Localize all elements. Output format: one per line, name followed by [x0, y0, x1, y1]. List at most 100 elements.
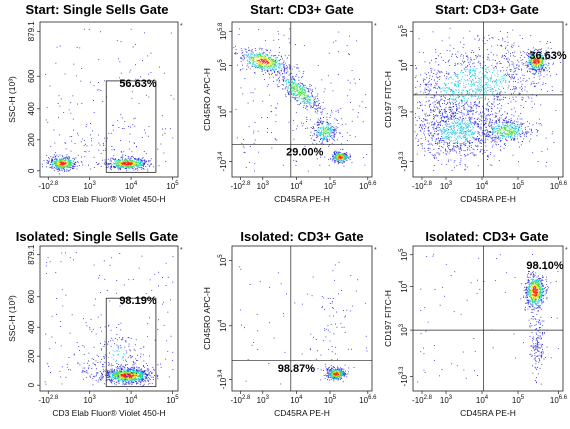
event-dot — [302, 83, 303, 85]
event-dot — [466, 55, 468, 56]
event-dot — [436, 102, 438, 104]
event-dot — [300, 94, 301, 96]
event-dot — [273, 61, 275, 62]
event-dot — [274, 68, 276, 70]
event-dot — [249, 58, 251, 60]
event-dot — [313, 134, 315, 136]
event-dot — [530, 54, 532, 56]
event-dot — [339, 161, 341, 163]
event-dot — [441, 109, 443, 110]
event-dot — [449, 112, 450, 114]
event-dot — [494, 116, 496, 118]
event-dot — [62, 164, 63, 166]
event-dot — [273, 66, 275, 68]
event-dot — [538, 62, 540, 64]
event-dot — [505, 81, 507, 83]
event-dot — [491, 138, 493, 140]
event-dot — [249, 63, 251, 64]
event-dot — [348, 157, 350, 159]
event-dot — [436, 58, 437, 59]
event-dot — [270, 70, 272, 72]
event-dot — [460, 55, 462, 57]
event-dot — [306, 91, 308, 92]
event-dot — [534, 55, 535, 57]
event-dot — [464, 96, 466, 98]
event-dot — [337, 127, 339, 129]
event-dot — [299, 98, 301, 100]
event-dot — [461, 129, 463, 131]
event-dot — [431, 124, 432, 126]
event-dot — [262, 69, 263, 71]
event-dot — [477, 136, 478, 137]
event-dot — [262, 59, 264, 61]
event-dot — [528, 53, 530, 55]
event-dot — [245, 167, 247, 168]
event-dot — [448, 133, 450, 135]
event-dot — [118, 167, 120, 169]
event-dot — [476, 118, 478, 120]
event-dot — [281, 63, 283, 65]
gate-rectangle[interactable] — [105, 80, 157, 173]
event-dot — [452, 150, 454, 152]
event-dot — [134, 159, 135, 161]
event-dot — [499, 92, 501, 94]
event-dot — [149, 160, 151, 162]
event-dot — [316, 131, 318, 133]
event-dot — [333, 152, 335, 154]
event-dot — [494, 81, 496, 82]
event-dot — [468, 80, 470, 82]
event-dot — [127, 160, 129, 161]
event-dot — [489, 87, 491, 89]
event-dot — [481, 117, 483, 119]
event-dot — [439, 128, 441, 130]
event-dot — [128, 126, 129, 127]
event-dot — [291, 85, 293, 86]
event-dot — [292, 83, 293, 85]
event-dot — [253, 132, 255, 134]
event-dot — [318, 122, 320, 124]
event-dot — [315, 111, 316, 113]
event-dot — [446, 115, 447, 117]
event-dot — [106, 137, 108, 139]
event-dot — [122, 164, 124, 166]
event-dot — [467, 78, 468, 80]
event-dot — [265, 64, 267, 66]
event-dot — [275, 60, 277, 62]
event-dot — [497, 98, 498, 100]
event-dot — [466, 109, 468, 111]
event-dot — [90, 81, 92, 83]
event-dot — [116, 161, 118, 163]
event-dot — [273, 59, 275, 60]
event-dot — [118, 167, 120, 169]
event-dot — [469, 89, 470, 91]
event-dot — [450, 103, 451, 105]
event-dot — [476, 85, 478, 87]
event-dot — [455, 84, 457, 86]
event-dot — [338, 159, 340, 160]
event-dot — [454, 65, 456, 66]
panel-title: Start: CD3+ Gate — [435, 2, 539, 17]
event-dot — [258, 54, 260, 55]
event-dot — [311, 92, 312, 94]
event-dot — [513, 86, 514, 88]
event-dot — [435, 106, 437, 108]
event-dot — [498, 61, 500, 62]
event-dot — [291, 92, 293, 94]
event-dot — [471, 84, 473, 86]
event-dot — [65, 160, 67, 162]
event-dot — [301, 95, 303, 97]
event-dot — [438, 102, 440, 104]
event-dot — [314, 140, 316, 141]
event-dot — [509, 97, 510, 99]
event-dot — [91, 140, 92, 142]
event-dot — [463, 68, 465, 70]
event-dot — [250, 53, 252, 54]
event-dot — [64, 165, 66, 167]
event-dot — [517, 59, 518, 61]
event-dot — [249, 68, 251, 70]
event-dot — [128, 162, 130, 164]
event-dot — [313, 99, 314, 101]
event-dot — [421, 124, 423, 126]
event-dot — [336, 158, 338, 160]
event-dot — [446, 116, 448, 118]
